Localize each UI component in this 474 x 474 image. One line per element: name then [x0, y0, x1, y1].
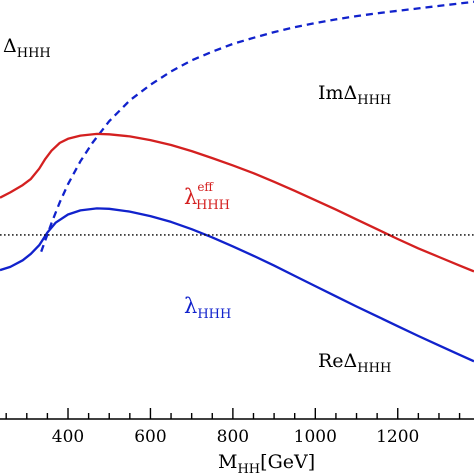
x-axis-label-sub: HH	[237, 462, 260, 474]
series-label-lambda-eff-sub: HHH	[196, 198, 230, 213]
series-label-lambda-eff: λeff HHH	[184, 180, 230, 213]
series-label-lambda-eff-sup: eff	[197, 180, 214, 194]
x-axis-ticks	[5, 408, 461, 419]
series-label-lambda-eff-main: λ	[184, 185, 197, 209]
x-tick-label: 1000	[294, 427, 337, 447]
x-tick-label: 400	[52, 427, 84, 447]
x-tick-label: 800	[217, 427, 249, 447]
series-line-lam_eff	[0, 132, 474, 273]
series-line-im	[40, 0, 474, 253]
series-label-re-sub: HHH	[357, 361, 391, 376]
series-label-im-sub: HHH	[357, 93, 391, 108]
series-label-lambda-main: λ	[184, 294, 197, 318]
y-axis-label-main: Δ	[3, 35, 17, 57]
x-axis-label: MHH[GeV]	[218, 451, 315, 474]
x-tick-label: 1200	[376, 427, 419, 447]
x-axis-label-unit: [GeV]	[260, 451, 315, 473]
y-axis-label-sub: HHH	[17, 46, 51, 61]
y-axis-label: ΔHHH	[3, 35, 51, 61]
series-label-lambda-sub: HHH	[197, 307, 231, 322]
x-tick-labels: 400 600 800 1000 1200	[52, 427, 420, 447]
series-label-im-main: ImΔ	[318, 82, 357, 104]
series-label-im-delta: ImΔHHH	[318, 82, 391, 108]
series-label-re-delta: ReΔHHH	[318, 350, 391, 376]
series-label-lambda: λHHH	[184, 294, 231, 322]
x-axis-label-main: M	[218, 451, 237, 473]
curves-layer	[0, 0, 474, 363]
series-label-re-main: ReΔ	[318, 350, 357, 372]
x-tick-label: 600	[134, 427, 166, 447]
series-line-lam	[0, 207, 474, 363]
